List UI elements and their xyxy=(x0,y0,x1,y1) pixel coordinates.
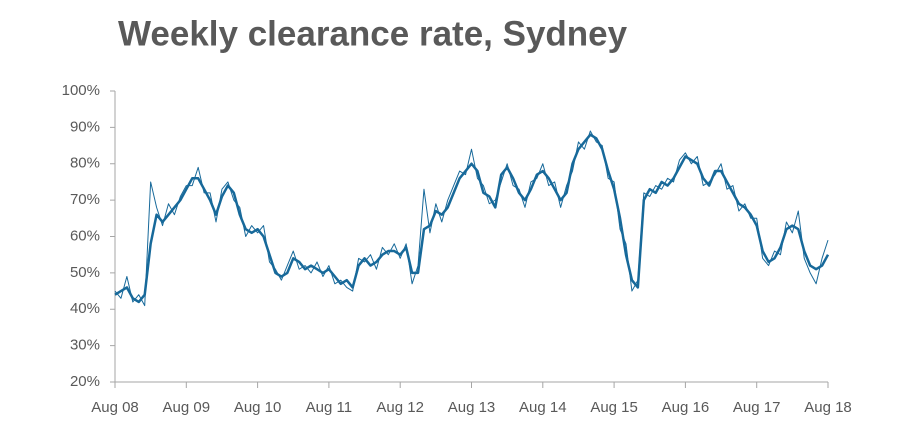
line xyxy=(114,133,830,304)
x-tick-label: Aug 10 xyxy=(234,399,282,416)
chart-title: Weekly clearance rate, Sydney xyxy=(118,14,628,53)
y-tick-label: 80% xyxy=(70,155,100,172)
x-tick-label: Aug 12 xyxy=(376,399,424,416)
y-tick-label: 20% xyxy=(70,373,100,390)
y-tick-label: 50% xyxy=(70,264,100,281)
x-tick-label: Aug 08 xyxy=(91,399,139,416)
y-tick-label: 70% xyxy=(70,191,100,208)
x-tick-label: Aug 09 xyxy=(163,399,211,416)
x-tick-label: Aug 17 xyxy=(733,399,781,416)
y-tick-label: 60% xyxy=(70,227,100,244)
x-tick-label: Aug 15 xyxy=(590,399,638,416)
line xyxy=(114,130,829,307)
y-tick-label: 40% xyxy=(70,300,100,317)
x-tick-label: Aug 11 xyxy=(306,399,352,416)
x-tick-label: Aug 18 xyxy=(804,399,852,416)
y-tick-label: 30% xyxy=(70,337,100,354)
y-tick-label: 90% xyxy=(70,118,100,135)
x-tick-label: Aug 13 xyxy=(448,399,496,416)
y-tick-label: 100% xyxy=(62,82,100,99)
x-tick-label: Aug 14 xyxy=(519,399,567,416)
x-tick-label: Aug 16 xyxy=(662,399,710,416)
